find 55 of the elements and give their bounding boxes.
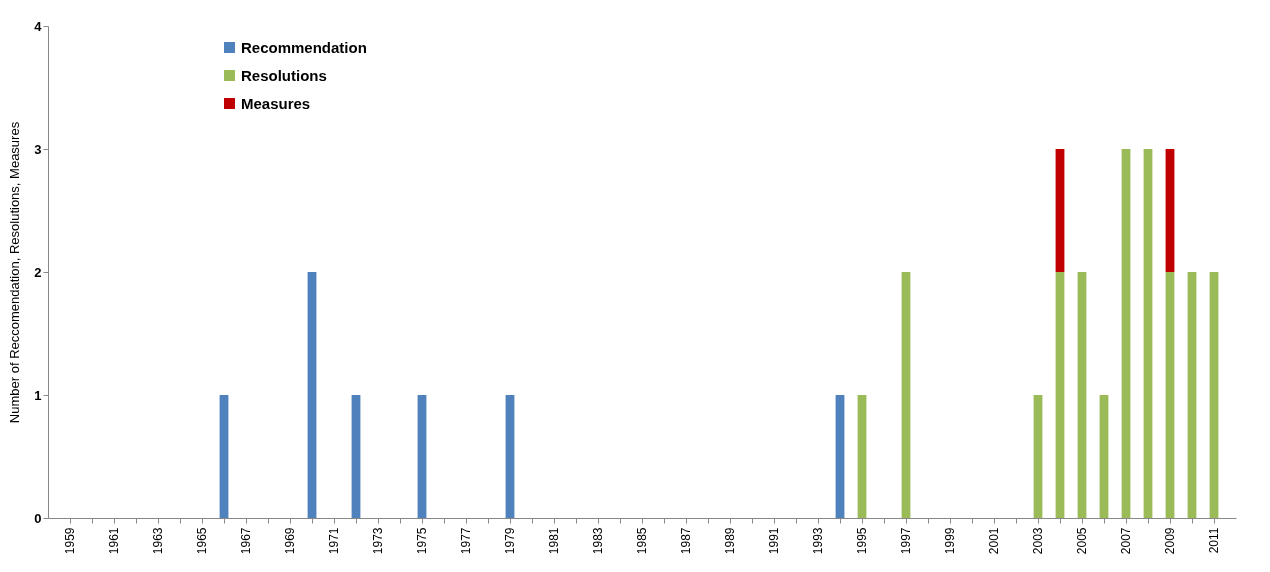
bar [1209,272,1219,518]
bar [1187,272,1197,518]
bar [417,395,427,518]
x-tick-label: 1967 [239,527,253,555]
x-tick-label: 1971 [327,527,341,555]
bar [351,395,361,518]
x-tick-label: 1983 [591,527,605,555]
bar [1165,149,1175,272]
x-tick-label: 1977 [459,527,473,555]
y-tick-label: 4 [34,18,43,34]
bar [1055,272,1065,518]
x-tick-label: 1973 [371,527,385,555]
bar [1165,272,1175,518]
bar [857,395,867,518]
y-tick-label: 1 [34,387,42,403]
bar [1121,149,1131,518]
bar [1143,149,1153,518]
legend-label: Resolutions [241,66,327,84]
bar [835,395,845,518]
y-tick-label: 3 [34,141,42,157]
x-tick-label: 1959 [63,527,77,555]
x-tick-label: 2007 [1119,527,1133,555]
bar [1077,272,1087,518]
x-tick-label: 1965 [195,527,209,555]
x-tick-label: 1995 [855,527,869,555]
x-tick-label: 1993 [811,527,825,555]
bar [1033,395,1043,518]
legend-label: Recommendation [241,38,367,56]
x-tick-label: 1979 [503,527,517,555]
x-tick-label: 1987 [679,527,693,555]
x-tick-label: 2009 [1163,527,1177,555]
bar [219,395,229,518]
x-tick-label: 2011 [1207,527,1221,554]
x-tick-label: 1969 [283,527,297,555]
x-tick-label: 1991 [767,527,781,555]
legend-label: Measures [241,94,311,112]
x-tick-label: 1961 [107,527,121,555]
x-tick-label: 1989 [723,527,737,555]
x-tick-label: 1997 [899,527,913,555]
x-tick-label: 2003 [1031,527,1045,555]
y-tick-label: 2 [34,264,42,280]
x-tick-label: 1975 [415,527,429,555]
bar [901,272,911,518]
x-tick-label: 1985 [635,527,649,555]
x-tick-label: 1963 [151,527,165,555]
x-tick-label: 1981 [547,527,561,555]
bar [1099,395,1109,518]
bar [505,395,515,518]
x-tick-label: 1999 [943,527,957,555]
x-tick-label: 2005 [1075,527,1089,555]
bar [307,272,317,518]
bar [1055,149,1065,272]
y-axis-title: Number of Reccomendation, Resolutions, Measures [7,121,23,424]
y-tick-label: 0 [34,510,42,526]
x-tick-label: 2001 [987,527,1001,555]
